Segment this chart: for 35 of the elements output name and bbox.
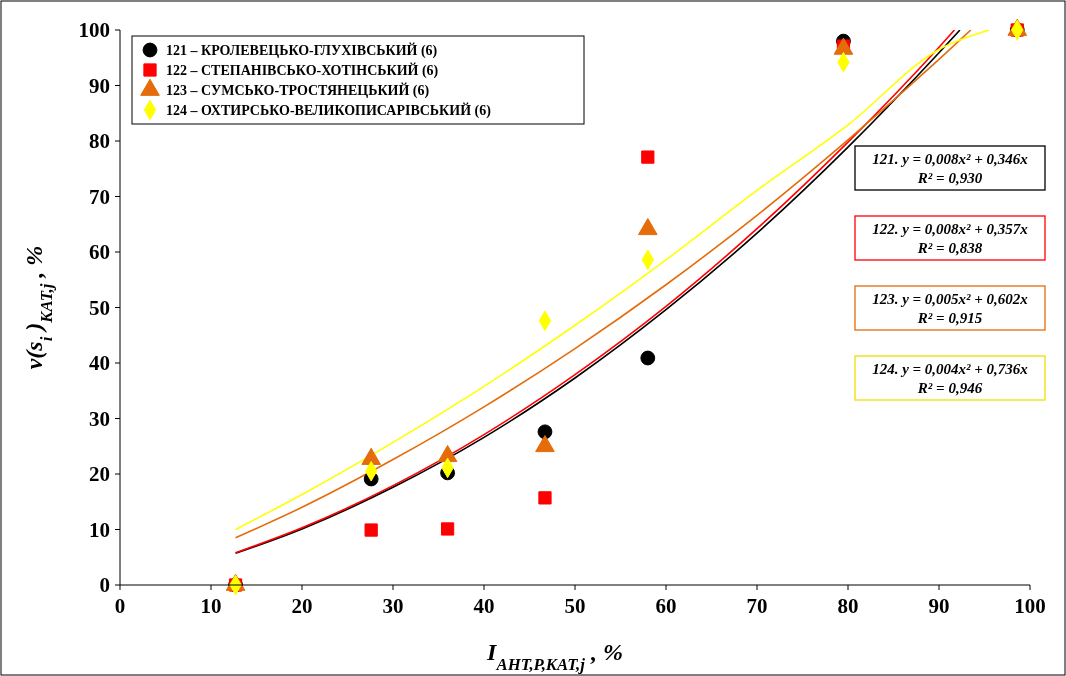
x-tick-label: 0 bbox=[114, 594, 126, 618]
legend-label: 122 – СТЕПАНІВСЬКО-ХОТІНСЬКИЙ (6) bbox=[166, 62, 439, 79]
x-tick-label: 10 bbox=[200, 594, 222, 618]
annotation: R² = 0,915 bbox=[916, 310, 983, 326]
x-tick-label: 100 bbox=[1014, 594, 1046, 618]
y-tick-label: 80 bbox=[89, 129, 110, 153]
annotation: R² = 0,930 bbox=[916, 170, 983, 186]
x-tick-label: 40 bbox=[473, 594, 495, 618]
y-tick-label: 20 bbox=[89, 462, 110, 486]
y-tick-label: 60 bbox=[89, 240, 110, 264]
y-tick-label: 50 bbox=[89, 295, 110, 320]
y-tick-label: 70 bbox=[89, 184, 110, 209]
y-tick-label: 40 bbox=[89, 351, 110, 375]
x-tick-label: 20 bbox=[291, 594, 313, 618]
annotation: 123. y = 0,005x² + 0,602x bbox=[872, 291, 1029, 307]
y-tick-label: 10 bbox=[89, 517, 110, 542]
annotation: 121. y = 0,008x² + 0,346x bbox=[872, 151, 1029, 167]
x-tick-label: 50 bbox=[564, 594, 586, 618]
x-tick-label: 90 bbox=[928, 594, 950, 618]
y-tick-label: 90 bbox=[89, 73, 110, 98]
y-tick-label: 0 bbox=[99, 573, 110, 597]
annotation: 124. y = 0,004x² + 0,736x bbox=[872, 361, 1029, 377]
annotation: R² = 0,838 bbox=[916, 240, 983, 256]
x-tick-label: 70 bbox=[746, 594, 768, 618]
x-tick-label: 30 bbox=[382, 594, 404, 618]
annotation: R² = 0,946 bbox=[916, 380, 983, 396]
x-tick-label: 80 bbox=[837, 594, 859, 618]
y-tick-label: 100 bbox=[78, 18, 110, 42]
legend-label: 121 – КРОЛЕВЕЦЬКО-ГЛУХІВСЬКИЙ (6) bbox=[166, 42, 438, 59]
legend-label: 123 – СУМСЬКО-ТРОСТЯНЕЦЬКИЙ (6) bbox=[166, 82, 430, 99]
y-tick-label: 30 bbox=[89, 406, 110, 431]
annotation: 122. y = 0,008x² + 0,357x bbox=[872, 221, 1029, 237]
x-axis-title: I$_{AHT,P,KAT,j}$ , % bbox=[486, 639, 623, 674]
legend-label: 124 – ОХТИРСЬКО-ВЕЛИКОПИСАРІВСЬКИЙ (6) bbox=[166, 102, 492, 119]
x-tick-label: 60 bbox=[655, 594, 677, 618]
